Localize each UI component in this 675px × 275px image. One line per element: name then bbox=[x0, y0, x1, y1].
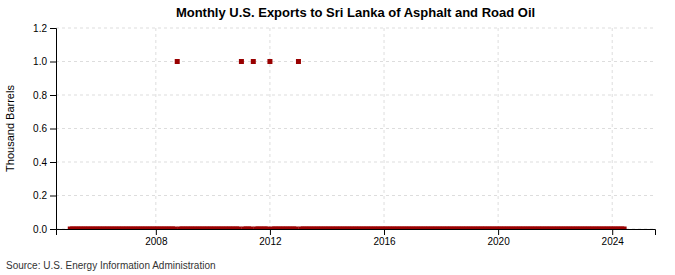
y-tick-label: 0.8 bbox=[33, 90, 47, 101]
y-tick-mark bbox=[50, 129, 56, 130]
x-tick-label: 2020 bbox=[487, 236, 510, 247]
grid-line-y bbox=[56, 95, 655, 96]
y-tick-label: 0.4 bbox=[33, 157, 47, 168]
grid-line-y bbox=[56, 61, 655, 62]
x-tick-label: 2024 bbox=[602, 236, 625, 247]
y-tick-mark bbox=[50, 95, 56, 96]
y-tick: 0.6 bbox=[33, 123, 56, 134]
chart: 2008 2012 2016 2020 2024 0.0 0.2 0.4 0.6 0.8 1.0 1.… bbox=[0, 0, 675, 275]
y-tick: 1.2 bbox=[33, 23, 56, 34]
x-tick-mark bbox=[384, 229, 385, 235]
point bbox=[251, 59, 256, 64]
y-tick-mark bbox=[50, 229, 56, 230]
y-tick-label: 0.0 bbox=[33, 224, 47, 235]
x-axis-line bbox=[57, 230, 656, 236]
x-tick-label: 2016 bbox=[373, 236, 396, 247]
grid-line-y bbox=[56, 162, 655, 163]
x-tick: 2024 bbox=[602, 229, 625, 247]
point bbox=[294, 227, 299, 230]
grid-line-x bbox=[155, 28, 156, 229]
x-tick: 2016 bbox=[373, 229, 396, 247]
grid-line-x bbox=[384, 28, 385, 229]
source-note: Source: U.S. Energy Information Administ… bbox=[6, 260, 216, 271]
x-tick-mark bbox=[498, 229, 499, 235]
title: Monthly U.S. Exports to Sri Lanka of Asp… bbox=[176, 5, 535, 20]
y-axis: 0.0 0.2 0.4 0.6 0.8 1.0 1.2 bbox=[33, 23, 56, 235]
y-tick-mark bbox=[50, 196, 56, 197]
x-tick-label: 2012 bbox=[259, 236, 282, 247]
x-tick: 2012 bbox=[259, 229, 282, 247]
grid-line-x bbox=[498, 28, 499, 229]
y-tick-label: 1.0 bbox=[33, 56, 47, 67]
point bbox=[267, 59, 272, 64]
y-tick-mark bbox=[50, 28, 56, 29]
y-axis-label: Thousand Barrels bbox=[4, 85, 16, 172]
point bbox=[296, 59, 301, 64]
point bbox=[172, 227, 177, 230]
y-tick: 0.2 bbox=[33, 190, 56, 201]
y-tick: 0.4 bbox=[33, 157, 56, 168]
x-tick-mark bbox=[270, 229, 271, 235]
grid-line-y bbox=[56, 195, 655, 196]
point bbox=[248, 227, 253, 230]
grid-line-y bbox=[56, 28, 655, 29]
y-tick-label: 1.2 bbox=[33, 23, 47, 34]
y-axis-line bbox=[50, 29, 57, 230]
grid-line-x bbox=[269, 28, 270, 229]
y-tick-mark bbox=[50, 62, 56, 63]
y-tick-mark bbox=[50, 162, 56, 163]
point bbox=[622, 227, 627, 230]
plot-area: 2008 2012 2016 2020 2024 0.0 0.2 0.4 0.6 0.8 1.0 1.… bbox=[33, 23, 655, 247]
y-tick-label: 0.6 bbox=[33, 123, 47, 134]
x-tick: 2020 bbox=[487, 229, 510, 247]
grid bbox=[56, 28, 655, 229]
y-tick: 0.0 bbox=[33, 224, 56, 235]
point bbox=[239, 59, 244, 64]
x-tick: 2008 bbox=[145, 229, 168, 247]
grid-line-x bbox=[612, 28, 613, 229]
y-tick: 1.0 bbox=[33, 56, 56, 67]
grid-line-y bbox=[56, 128, 655, 129]
x-tick-label: 2008 bbox=[145, 236, 168, 247]
x-tick-mark bbox=[156, 229, 157, 235]
point bbox=[175, 59, 180, 64]
point bbox=[237, 227, 242, 230]
x-tick-mark bbox=[612, 229, 613, 235]
y-tick: 0.8 bbox=[33, 90, 56, 101]
y-tick-label: 0.2 bbox=[33, 190, 47, 201]
points bbox=[68, 59, 627, 229]
point bbox=[265, 227, 270, 230]
x-axis: 2008 2012 2016 2020 2024 bbox=[57, 229, 656, 247]
